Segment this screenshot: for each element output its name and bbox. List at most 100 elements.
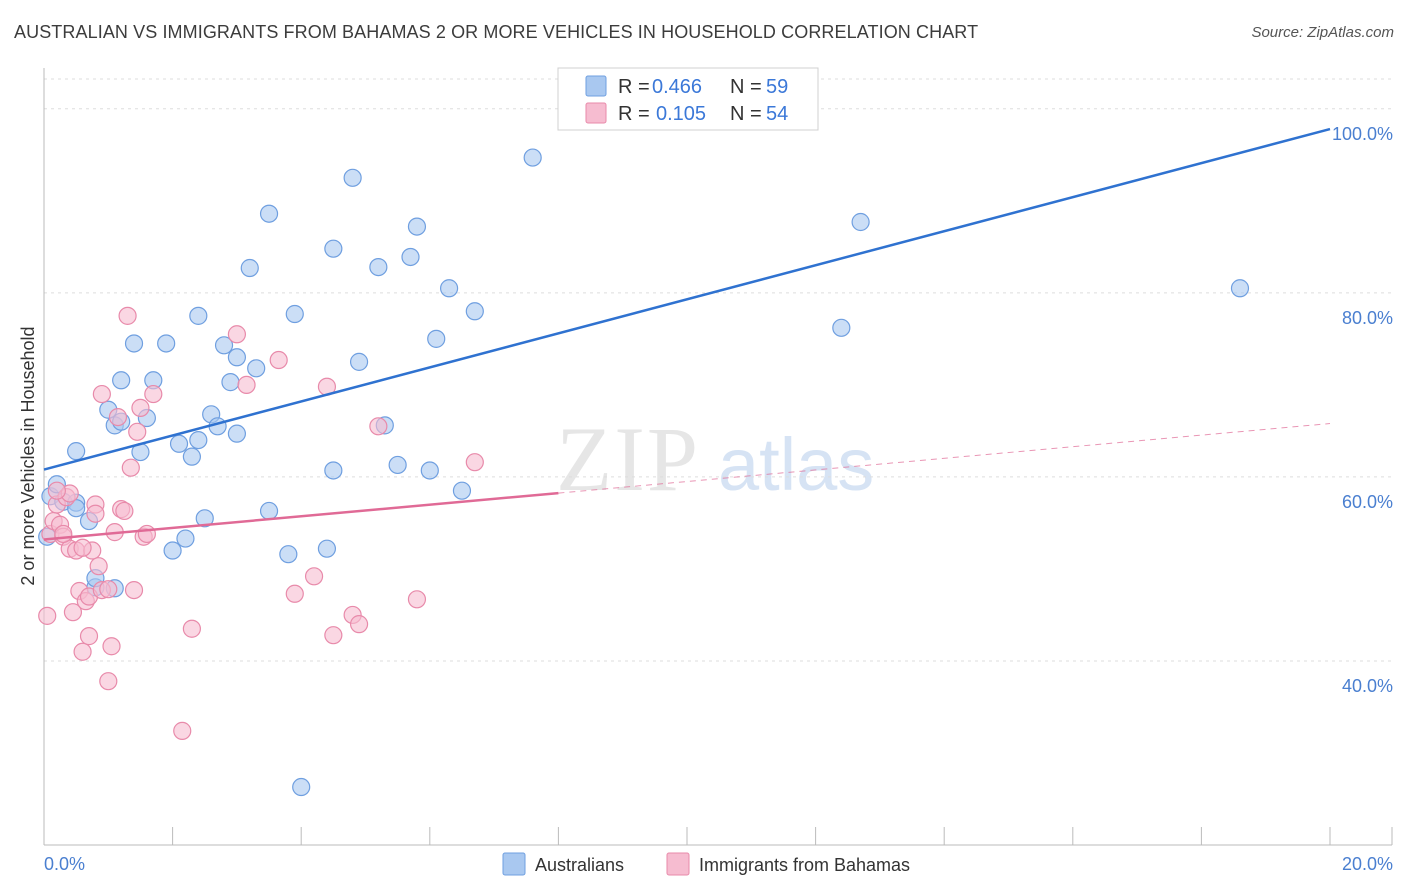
- data-point-bahamas-35: [173, 721, 192, 740]
- data-point-australians-24: [195, 509, 214, 528]
- legend-r-label-2: R =: [618, 103, 650, 125]
- data-point-bahamas-21: [99, 672, 118, 691]
- watermark-zip: ZIP: [556, 408, 700, 510]
- data-point-bahamas-24: [108, 407, 128, 427]
- y-tick-label-0: 40.0%: [1342, 676, 1393, 696]
- data-point-bahamas-33: [137, 524, 156, 544]
- x-tick-label-1: 20.0%: [1342, 854, 1393, 874]
- data-point-bahamas-0: [38, 606, 57, 625]
- data-point-australians-35: [279, 545, 298, 564]
- data-point-bahamas-28: [121, 458, 140, 477]
- data-point-australians-22: [189, 430, 208, 450]
- data-point-bahamas-48: [465, 453, 484, 472]
- legend-n-value-2: 54: [766, 103, 788, 125]
- data-point-bahamas-29: [124, 580, 144, 600]
- data-point-bahamas-53: [99, 580, 118, 599]
- series-australians-points: [38, 148, 1250, 797]
- x-tick-label-0: 0.0%: [44, 854, 85, 874]
- y-tick-label-2: 80.0%: [1342, 308, 1393, 328]
- data-point-australians-17: [157, 334, 176, 353]
- data-point-bahamas-39: [269, 350, 288, 370]
- y-tick-labels: 40.0% 60.0% 80.0% 100.0%: [1332, 124, 1393, 696]
- data-point-australians-43: [369, 257, 388, 277]
- data-point-bahamas-45: [349, 615, 369, 634]
- data-point-australians-49: [427, 329, 446, 348]
- chart-title: AUSTRALIAN VS IMMIGRANTS FROM BAHAMAS 2 …: [14, 22, 979, 42]
- data-point-bahamas-19: [92, 384, 111, 404]
- data-point-australians-18: [163, 541, 182, 560]
- data-point-australians-38: [317, 539, 337, 558]
- data-point-bahamas-36: [182, 619, 201, 638]
- data-point-australians-12: [112, 371, 131, 390]
- x-tick-labels: 0.0% 20.0%: [44, 854, 1393, 874]
- data-point-bahamas-47: [407, 590, 427, 609]
- trend-lines: [43, 127, 1331, 541]
- data-point-australians-41: [343, 168, 362, 187]
- y-tick-label-1: 60.0%: [1342, 492, 1393, 512]
- data-point-australians-21: [182, 447, 201, 466]
- data-point-bahamas-27: [118, 306, 137, 325]
- data-point-australians-23: [189, 306, 208, 325]
- data-point-australians-34: [259, 501, 279, 521]
- legend-r-value-2: 0.105: [656, 103, 706, 125]
- axes: [43, 68, 1393, 846]
- trend-line-bahamas: [43, 491, 559, 541]
- data-point-bahamas-34: [144, 384, 163, 404]
- data-point-bahamas-37: [227, 325, 246, 344]
- data-point-australians-4: [67, 442, 86, 461]
- data-point-australians-20: [176, 529, 195, 548]
- legend-n-label-1: N =: [730, 76, 762, 98]
- data-point-bahamas-52: [86, 504, 105, 523]
- data-point-bahamas-38: [237, 375, 256, 394]
- data-point-australians-53: [523, 148, 542, 167]
- data-point-australians-55: [851, 212, 870, 232]
- legend-r-value-1: 0.466: [652, 76, 702, 98]
- data-point-australians-27: [214, 336, 234, 355]
- data-point-bahamas-22: [102, 637, 121, 656]
- data-point-australians-29: [227, 424, 246, 443]
- data-point-australians-48: [420, 461, 439, 480]
- data-point-australians-39: [324, 239, 343, 258]
- y-tick-label-3: 100.0%: [1332, 124, 1393, 144]
- data-point-australians-52: [465, 302, 484, 321]
- correlation-legend: R = 0.466 N = 59 R = 0.105 N = 54: [557, 67, 819, 131]
- data-point-australians-32: [247, 359, 266, 378]
- series-legend: Australians Immigrants from Bahamas: [502, 852, 910, 876]
- data-point-australians-46: [401, 247, 420, 267]
- data-point-australians-19: [169, 434, 189, 453]
- data-point-bahamas-15: [79, 627, 99, 646]
- data-point-bahamas-9: [63, 603, 83, 622]
- data-point-bahamas-51: [73, 538, 92, 557]
- data-point-australians-37: [292, 777, 311, 797]
- data-point-bahamas-41: [304, 567, 324, 586]
- data-point-bahamas-43: [324, 626, 343, 645]
- data-point-australians-40: [324, 461, 343, 480]
- bottom-legend-swatch-bahamas: [666, 852, 690, 876]
- data-point-bahamas-31: [131, 398, 150, 417]
- data-point-bahamas-50: [54, 524, 73, 544]
- y-axis-label: 2 or more Vehicles in Household: [18, 326, 38, 585]
- legend-n-label-2: N =: [730, 103, 762, 125]
- data-point-australians-51: [452, 481, 472, 500]
- trend-line-bahamas-extrapolated: [558, 423, 1331, 494]
- trend-line-australians: [43, 127, 1331, 471]
- data-point-australians-28: [221, 373, 240, 392]
- data-point-bahamas-49: [47, 481, 66, 500]
- data-point-bahamas-30: [128, 422, 147, 441]
- data-point-australians-36: [285, 304, 304, 324]
- legend-swatch-bahamas: [585, 102, 607, 124]
- data-point-bahamas-40: [285, 584, 304, 603]
- chart-source: Source: ZipAtlas.com: [1251, 24, 1394, 41]
- data-point-australians-45: [388, 455, 407, 475]
- data-point-australians-30: [227, 348, 246, 367]
- data-point-australians-47: [407, 217, 427, 236]
- data-point-australians-13: [124, 334, 144, 353]
- data-point-bahamas-26: [115, 501, 134, 521]
- legend-r-label-1: R =: [618, 76, 650, 98]
- data-point-australians-56: [1230, 279, 1250, 298]
- data-point-australians-33: [259, 204, 279, 223]
- data-point-australians-54: [832, 318, 851, 337]
- bottom-legend-swatch-australians: [502, 852, 526, 876]
- data-point-bahamas-12: [73, 642, 92, 661]
